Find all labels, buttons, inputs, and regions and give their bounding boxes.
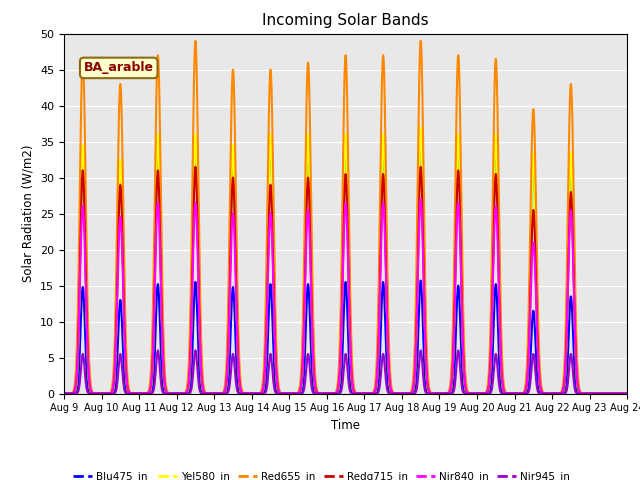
X-axis label: Time: Time: [331, 419, 360, 432]
Legend: Blu475_in, Grn535_in, Yel580_in, Red655_in, Redg715_in, Nir840_in, Nir945_in: Blu475_in, Grn535_in, Yel580_in, Red655_…: [69, 467, 574, 480]
Y-axis label: Solar Radiation (W/m2): Solar Radiation (W/m2): [22, 145, 35, 282]
Text: BA_arable: BA_arable: [84, 61, 154, 74]
Title: Incoming Solar Bands: Incoming Solar Bands: [262, 13, 429, 28]
